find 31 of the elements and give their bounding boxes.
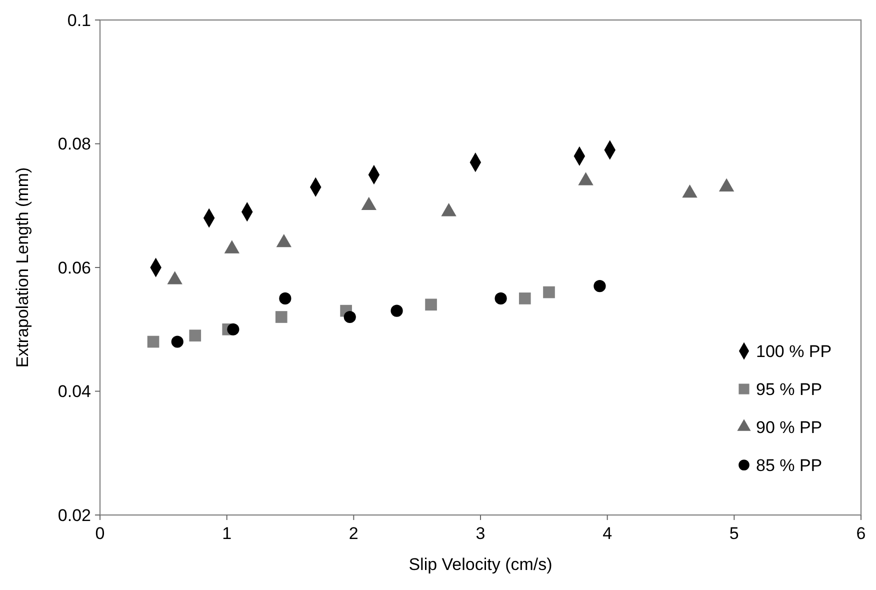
x-tick-label: 1 (222, 524, 232, 543)
y-axis-title: Extrapolation Length (mm) (13, 167, 32, 368)
x-axis-title: Slip Velocity (cm/s) (408, 555, 552, 574)
point (425, 298, 437, 311)
y-tick-label: 0.08 (58, 134, 91, 154)
y-tick-label: 0.06 (58, 258, 91, 278)
x-tick-label: 5 (729, 524, 739, 543)
point (518, 292, 531, 304)
x-tick-label: 4 (602, 524, 612, 543)
legend-label: 90 % PP (756, 418, 822, 437)
x-tick-label: 3 (476, 524, 486, 543)
y-tick-label: 0.1 (67, 10, 91, 30)
point (390, 304, 403, 317)
legend-label: 100 % PP (756, 342, 832, 361)
x-tick-label: 2 (348, 524, 358, 543)
point (147, 336, 160, 348)
x-tick-label: 0 (95, 524, 105, 543)
point (275, 311, 288, 323)
x-tick-label: 6 (856, 524, 866, 543)
point (494, 292, 507, 304)
y-tick-label: 0.02 (58, 506, 91, 525)
point (189, 330, 202, 342)
point (594, 280, 606, 292)
y-tick-label: 0.04 (58, 382, 91, 402)
legend-label: 95 % PP (756, 380, 822, 399)
point (543, 286, 555, 298)
point (171, 336, 184, 348)
point (344, 310, 356, 324)
point (279, 292, 292, 304)
point (227, 323, 240, 336)
legend-label: 85 % PP (756, 456, 822, 475)
